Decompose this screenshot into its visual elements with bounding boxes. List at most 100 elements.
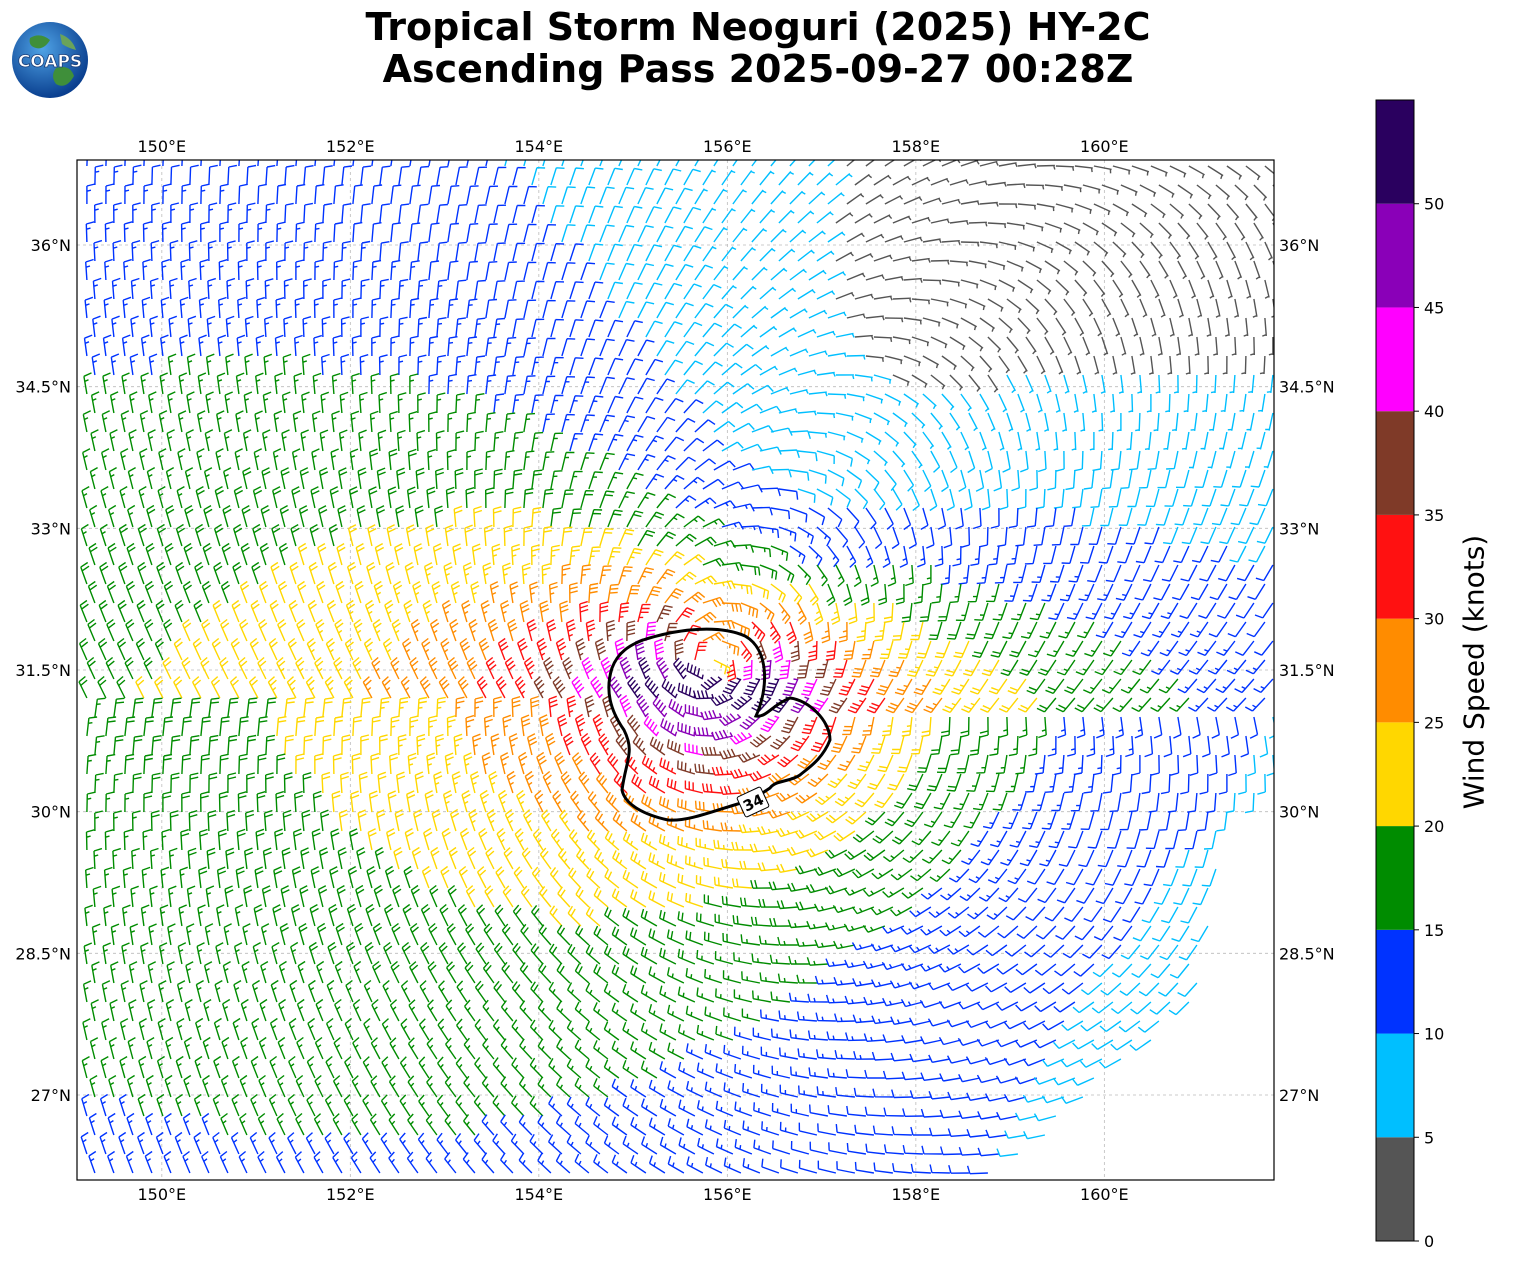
- wind-barb: [295, 753, 305, 775]
- wind-barb: [449, 808, 460, 832]
- wind-barb: [1093, 241, 1109, 257]
- wind-barb: [548, 1058, 563, 1079]
- wind-barb: [252, 941, 261, 965]
- wind-barb: [420, 903, 431, 927]
- lat-tick-label: 34.5°N: [1279, 378, 1335, 397]
- wind-barb: [91, 961, 100, 984]
- wind-barb: [911, 830, 932, 846]
- wind-barb: [550, 394, 564, 414]
- wind-barb: [844, 849, 867, 860]
- wind-barb: [920, 1072, 942, 1081]
- wind-barb: [409, 961, 419, 984]
- wind-barb: [256, 296, 266, 319]
- wind-barb: [131, 847, 140, 870]
- wind-barb: [645, 511, 665, 528]
- wind-barb: [466, 449, 476, 471]
- wind-barb: [1003, 1020, 1027, 1030]
- wind-barb: [599, 414, 615, 433]
- wind-barb: [1041, 811, 1057, 830]
- wind-barb: [718, 748, 742, 760]
- wind-barb: [455, 279, 467, 300]
- wind-barb: [371, 998, 381, 1022]
- wind-barb: [389, 752, 399, 775]
- wind-barb: [768, 772, 791, 784]
- wind-barb: [495, 866, 506, 889]
- wind-barb: [816, 412, 836, 419]
- wind-barb: [576, 810, 590, 832]
- wind-barb: [1145, 488, 1160, 508]
- wind-barb: [1093, 925, 1114, 941]
- wind-barb: [300, 847, 310, 870]
- wind-barb: [580, 732, 592, 756]
- wind-barb: [1169, 165, 1187, 178]
- wind-barb: [1150, 165, 1168, 177]
- wind-barb: [352, 184, 363, 205]
- wind-barb: [990, 640, 1008, 658]
- wind-barb: [455, 696, 465, 718]
- wind-barb: [80, 1131, 89, 1155]
- wind-barb: [207, 277, 217, 300]
- wind-barb: [425, 1113, 438, 1136]
- wind-barb: [280, 885, 290, 908]
- wind-barb: [1203, 830, 1217, 850]
- wind-barb: [1188, 659, 1209, 675]
- wind-barb: [1120, 222, 1136, 238]
- wind-barb: [911, 216, 931, 224]
- wind-barb: [203, 467, 213, 490]
- wind-barb: [519, 600, 530, 623]
- wind-barb: [1165, 830, 1179, 850]
- wind-barb: [474, 1018, 487, 1041]
- wind-barb: [710, 693, 734, 707]
- wind-barb: [428, 411, 437, 433]
- wind-barb: [1266, 754, 1274, 777]
- wind-barb: [1085, 602, 1103, 620]
- wind-barb: [910, 621, 924, 641]
- wind-barb: [182, 618, 192, 642]
- wind-barb: [212, 1093, 221, 1117]
- wind-barb: [998, 431, 1005, 451]
- wind-barb: [694, 188, 708, 205]
- wind-barb: [295, 221, 305, 243]
- colorbar-tick-label: 5: [1424, 1128, 1434, 1147]
- wind-barb: [334, 998, 343, 1022]
- wind-barb: [119, 1055, 128, 1079]
- wind-barb: [1035, 488, 1046, 510]
- wind-barb: [370, 373, 380, 395]
- wind-barb: [1024, 545, 1038, 565]
- wind-barb: [770, 468, 792, 478]
- wind-barb: [648, 814, 666, 832]
- wind-barb: [1015, 1001, 1038, 1012]
- wind-barb: [892, 256, 912, 262]
- wind-barb: [946, 982, 970, 992]
- wind-barb: [1029, 469, 1038, 491]
- wind-barb: [314, 221, 324, 243]
- wind-barb: [1192, 716, 1201, 739]
- wind-barb: [245, 809, 255, 832]
- wind-barb: [1141, 906, 1160, 924]
- wind-barb: [941, 393, 955, 411]
- wind-barb: [775, 792, 799, 802]
- wind-barb: [780, 1159, 799, 1174]
- wind-barb: [333, 715, 344, 737]
- wind-barb: [640, 1022, 658, 1041]
- wind-barb: [370, 752, 380, 775]
- wind-barb: [233, 942, 243, 965]
- wind-barb: [705, 1156, 723, 1174]
- wind-barb: [814, 602, 824, 626]
- wind-barb: [648, 928, 666, 946]
- wind-barb: [90, 391, 100, 414]
- wind-barb: [884, 160, 902, 167]
- wind-barb: [1213, 469, 1228, 488]
- wind-barb: [877, 754, 894, 773]
- wind-barb: [1177, 184, 1194, 199]
- wind-barb: [318, 467, 329, 490]
- wind-barb: [1180, 564, 1198, 582]
- wind-barb: [485, 846, 495, 870]
- wind-barb: [415, 467, 425, 490]
- wind-barb: [278, 998, 286, 1022]
- wind-barb: [1083, 678, 1103, 694]
- wind-barb: [1063, 184, 1082, 193]
- wind-barb: [614, 638, 626, 661]
- wind-barb: [971, 640, 989, 658]
- wind-barb: [808, 469, 827, 484]
